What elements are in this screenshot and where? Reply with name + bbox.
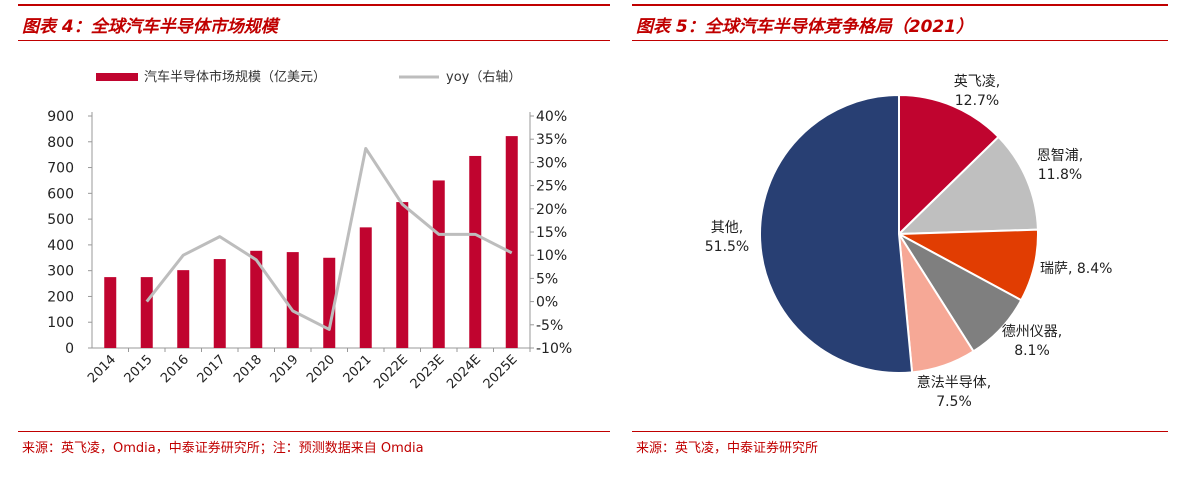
bar-2025E (505, 136, 518, 348)
pie-label: 德州仪器, (1002, 324, 1062, 340)
bar-2022E (396, 202, 409, 348)
legend-bar-label: 汽车半导体市场规模（亿美元） (144, 69, 326, 85)
bar-2014 (104, 277, 117, 348)
left-figure-title: 图表 4：全球汽车半导体市场规模 (22, 17, 278, 37)
left-y-tick-label: 500 (47, 212, 74, 228)
right-y-tick-label: 30% (536, 155, 567, 171)
right-source-note: 来源：英飞凌，中泰证券研究所 (636, 441, 819, 456)
right-y-tick-label: 5% (536, 271, 558, 287)
pie-value-label: 11.8% (1038, 167, 1082, 183)
x-tick-label: 2020 (304, 352, 338, 386)
bar-2021 (359, 227, 372, 348)
right-footer-divider (632, 431, 1168, 432)
bar-2023E (432, 180, 445, 348)
x-tick-label: 2025E (481, 352, 521, 392)
right-title-bar: 图表 5：全球汽车半导体竞争格局（2021） (632, 4, 1168, 41)
pie-slice-5 (759, 93, 914, 374)
x-tick-label: 2016 (158, 352, 192, 386)
x-tick-label: 2017 (195, 352, 229, 386)
x-tick-label: 2024E (444, 352, 484, 392)
pie-value-label: 8.1% (1014, 343, 1050, 359)
legend-line-label: yoy（右轴） (446, 70, 521, 85)
right-y-tick-label: 10% (536, 248, 567, 264)
left-y-tick-label: 900 (47, 109, 74, 125)
pie-value-label: 7.5% (936, 394, 972, 410)
x-tick-label: 2019 (268, 352, 302, 386)
left-footer-divider (18, 431, 610, 432)
pie-label: 英飞凌, (954, 73, 1000, 90)
left-y-tick-label: 700 (47, 161, 74, 177)
bar-2017 (213, 259, 226, 348)
left-y-tick-label: 300 (47, 264, 74, 280)
bar-2020 (323, 257, 336, 348)
x-tick-label: 2015 (122, 352, 156, 386)
right-y-tick-label: 35% (536, 132, 567, 148)
right-y-tick-label: 15% (536, 225, 567, 241)
bar-2019 (286, 252, 299, 348)
x-tick-label: 2023E (408, 352, 448, 392)
left-y-tick-label: 200 (47, 289, 74, 305)
left-title-bar: 图表 4：全球汽车半导体市场规模 (18, 4, 610, 41)
right-y-tick-label: 25% (536, 179, 567, 195)
market-size-chart: 汽车半导体市场规模（亿美元） yoy（右轴） 0 100 200 300 400 500 600… (47, 69, 572, 392)
bar-2018 (250, 250, 263, 348)
pie-value-label: 51.5% (705, 239, 749, 255)
pie-value-label: 12.7% (955, 93, 999, 109)
right-y-tick-label: 20% (536, 202, 567, 218)
x-tick-label: 2014 (85, 352, 119, 386)
right-y-tick-label: 0% (536, 295, 558, 311)
pie-slice-0 (898, 93, 1000, 237)
left-figure-panel: 图表 4：全球汽车半导体市场规模 汽车半导体市场规模（亿美元） yoy（右轴） 0 1… (18, 0, 610, 477)
left-y-tick-label: 400 (47, 238, 74, 254)
x-tick-label: 2021 (341, 352, 375, 386)
bar-2024E (469, 155, 482, 348)
pie-label: 意法半导体, (917, 374, 991, 391)
legend-bar-swatch (96, 73, 138, 81)
right-y-tick-label: -5% (536, 318, 563, 334)
right-y-tick-label: 40% (536, 109, 567, 125)
left-source-note: 来源：英飞凌，Omdia，中泰证券研究所；注：预测数据来自 Omdia (22, 441, 424, 456)
left-y-tick-label: 600 (47, 186, 74, 202)
left-y-tick-label: 0 (65, 341, 74, 357)
bar-2015 (140, 277, 153, 348)
x-tick-label: 2022E (371, 352, 411, 392)
pie-slice-1 (896, 135, 1039, 236)
pie-label: 其他, (711, 220, 743, 236)
competition-pie-chart: 英飞凌, 12.7% 恩智浦, 11.8% 瑞萨, 8.4% 德州仪器, 8.1% 意法半导体… (705, 73, 1113, 410)
x-tick-label: 2018 (231, 352, 265, 386)
pie-label: 瑞萨, 8.4% (1040, 261, 1112, 277)
left-y-tick-label: 100 (47, 315, 74, 331)
right-figure-panel: 图表 5：全球汽车半导体竞争格局（2021） 英飞凌, 12.7% 恩智浦, 11.8… (632, 0, 1168, 477)
right-y-tick-label: -10% (536, 341, 572, 357)
pie-label: 恩智浦, (1037, 148, 1083, 164)
right-figure-title: 图表 5：全球汽车半导体竞争格局（2021） (636, 17, 974, 37)
left-y-tick-label: 800 (47, 135, 74, 151)
bar-2016 (177, 270, 190, 348)
